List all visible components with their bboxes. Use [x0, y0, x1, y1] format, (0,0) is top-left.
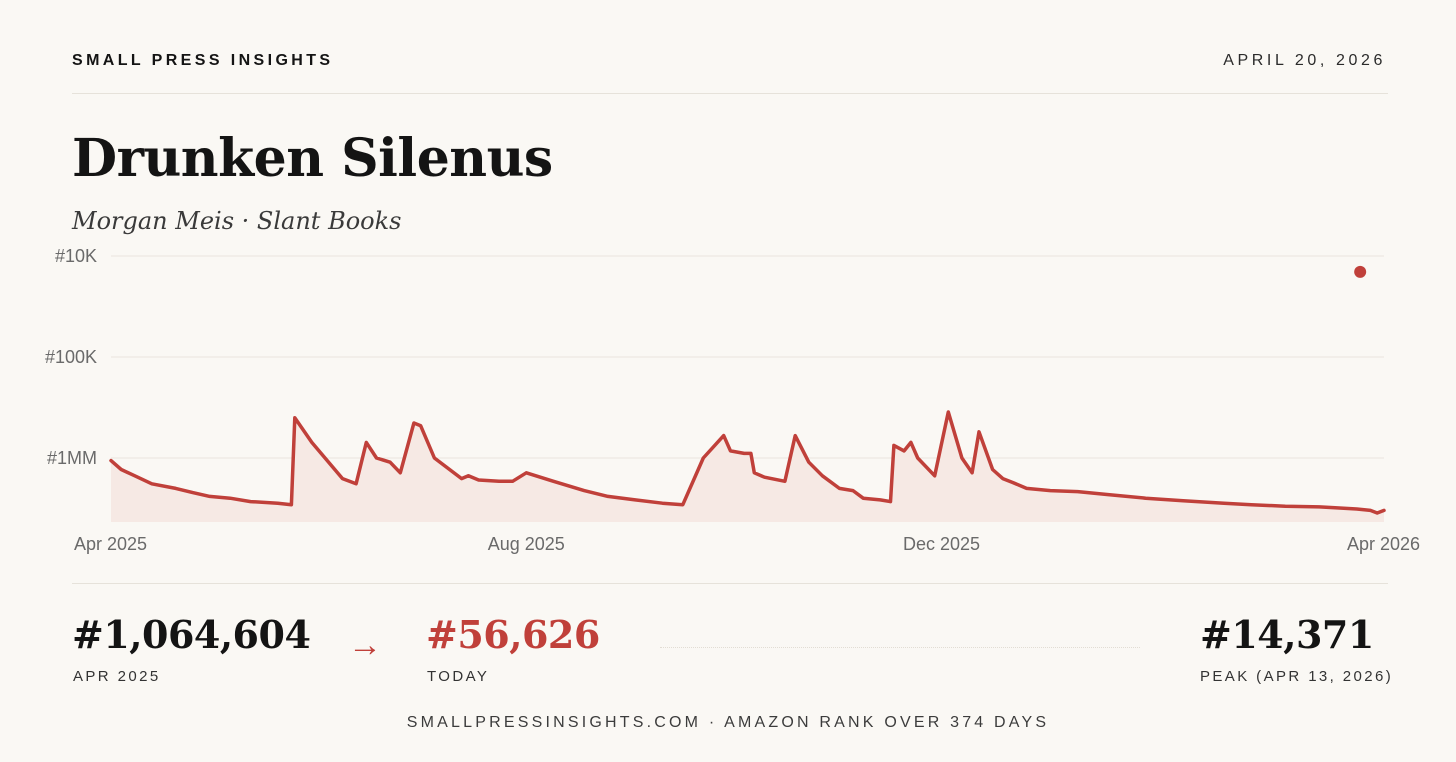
start-rank-label: APR 2025	[73, 668, 161, 685]
footer-text: SMALLPRESSINSIGHTS.COM · AMAZON RANK OVE…	[406, 714, 1050, 731]
dotted-separator	[660, 647, 1140, 648]
book-byline: Morgan Meis · Slant Books	[72, 207, 402, 235]
y-tick-label: #10K	[55, 246, 97, 266]
header-divider	[72, 93, 1388, 94]
x-axis-labels: Apr 2025 Aug 2025 Dec 2025 Apr 2026	[74, 534, 1420, 554]
book-title: Drunken Silenus	[72, 128, 553, 189]
report-date: APRIL 20, 2026	[1223, 52, 1386, 69]
peak-marker	[1354, 265, 1367, 278]
peak-rank-value: #14,371	[1200, 612, 1374, 657]
brand-name: SMALL PRESS INSIGHTS	[72, 52, 334, 69]
today-rank-label: TODAY	[427, 668, 490, 685]
y-tick-label: #1MM	[47, 448, 97, 468]
rank-chart: #10K#100K#1MM Apr 2025 Aug 2025 Dec 2025 Ap…	[45, 246, 1420, 554]
x-tick-label: Apr 2026	[1347, 534, 1420, 554]
stats-divider	[72, 583, 1388, 584]
y-axis-labels: #10K #100K #1MM	[45, 246, 97, 468]
y-tick-label: #100K	[45, 347, 97, 367]
rank-line	[109, 410, 1386, 515]
peak-rank-label: PEAK (APR 13, 2026)	[1200, 668, 1394, 685]
rank-area-fill	[111, 412, 1384, 522]
x-tick-label: Dec 2025	[903, 534, 980, 554]
today-rank-value: #56,626	[426, 612, 600, 657]
x-tick-label: Aug 2025	[488, 534, 565, 554]
start-rank-value: #1,064,604	[72, 612, 311, 657]
arrow-icon: →	[348, 626, 382, 664]
x-tick-label: Apr 2025	[74, 534, 147, 554]
